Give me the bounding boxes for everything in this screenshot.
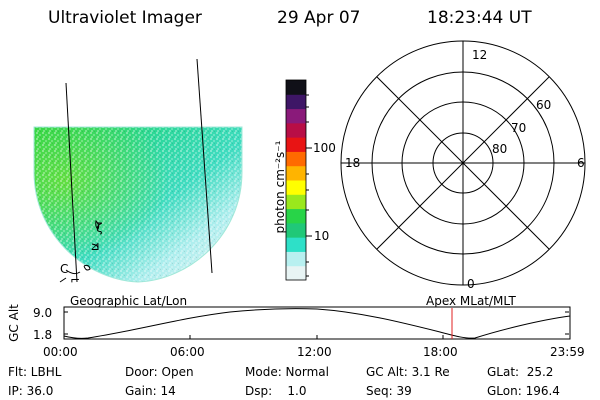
x-tick-1200: 12:00 <box>297 345 332 359</box>
gc-alt-info: GC Alt: 3.1 Re <box>366 365 450 379</box>
filter-info: Flt: LBHL <box>8 365 62 379</box>
x-tick-0000: 00:00 <box>43 345 78 359</box>
seq-info: Seq: 39 <box>366 384 412 398</box>
time-label: 18:23:44 UT <box>427 8 532 28</box>
lat-label-70: 70 <box>511 121 527 135</box>
date-label: 29 Apr 07 <box>277 8 361 28</box>
polar-plot <box>340 40 586 286</box>
meridian-line <box>65 82 78 283</box>
aurora-image <box>33 126 243 283</box>
door-info: Door: Open <box>125 365 194 379</box>
hour-label-18: 18 <box>345 156 361 170</box>
glon-info: GLon: 196.4 <box>487 384 560 398</box>
x-tick-0600: 06:00 <box>170 345 205 359</box>
colorbar-unit-label: photon cm⁻²s⁻¹ <box>273 140 287 234</box>
colorbar-cell <box>286 194 306 210</box>
colorbar-cell <box>286 151 306 167</box>
coastline <box>59 219 100 283</box>
colorbar-frame <box>285 79 307 281</box>
colorbar-cell <box>286 165 306 181</box>
meridian-line <box>196 58 213 274</box>
colorbar-tick-label-10: 10 <box>314 229 330 243</box>
colorbar-cell <box>286 251 306 267</box>
apex-mlat-mlt-title: Apex MLat/MLT <box>426 294 516 308</box>
colorbar-cell <box>286 137 306 152</box>
glat-info: GLat: 25.2 <box>487 365 554 379</box>
colorbar-cell <box>286 94 306 110</box>
colorbar-cell <box>286 180 306 195</box>
map-glyph: C <box>60 262 69 276</box>
altitude-plot <box>63 306 571 340</box>
colorbar-cell <box>286 222 306 238</box>
lat-label-60: 60 <box>536 98 552 112</box>
map-glyph: ⌐ <box>70 273 81 287</box>
y-tick-9: 9.0 <box>33 306 53 320</box>
instrument-title: Ultraviolet Imager <box>48 8 202 28</box>
colorbar-cell <box>286 122 306 138</box>
y-tick-1-8: 1.8 <box>33 328 53 342</box>
x-tick-2359: 23:59 <box>550 345 585 359</box>
gc-alt-axis-label: GC Alt <box>7 304 21 342</box>
colorbar-cell <box>286 108 306 124</box>
ip-info: IP: 36.0 <box>8 384 54 398</box>
colorbar-cell <box>286 208 306 224</box>
map-glyph: ζ <box>96 221 103 235</box>
hour-label-12: 12 <box>472 48 488 62</box>
hour-label-6: 6 <box>577 156 585 170</box>
lat-label-80: 80 <box>492 142 508 156</box>
dsp-info: Dsp: 1.0 <box>245 384 307 398</box>
hour-label-0: 0 <box>467 277 475 291</box>
mode-info: Mode: Normal <box>245 365 329 379</box>
colorbar-cell <box>286 237 306 252</box>
x-tick-1800: 18:00 <box>423 345 458 359</box>
gain-info: Gain: 14 <box>125 384 176 398</box>
colorbar-cell <box>286 80 306 95</box>
colorbar-tick-label-100: 100 <box>313 141 336 155</box>
colorbar <box>285 79 312 281</box>
geographic-latlon-title: Geographic Lat/Lon <box>70 294 188 308</box>
altitude-curve <box>63 308 571 339</box>
map-glyph: ⊿ <box>90 239 101 253</box>
colorbar-cell <box>286 265 306 281</box>
